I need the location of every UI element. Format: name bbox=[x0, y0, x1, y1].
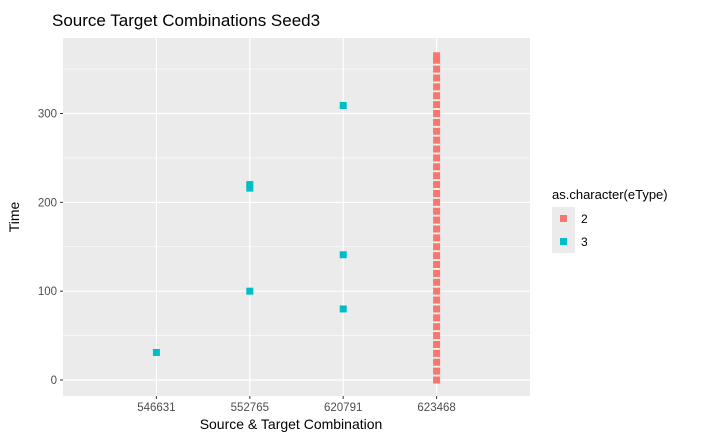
data-point bbox=[433, 198, 441, 206]
data-point bbox=[433, 101, 441, 109]
chart-title: Source Target Combinations Seed3 bbox=[52, 11, 320, 30]
y-axis-ticks: 0 100 200 300 bbox=[38, 109, 63, 387]
data-point bbox=[433, 163, 441, 171]
data-point bbox=[433, 376, 441, 384]
x-tick-label: 620791 bbox=[324, 402, 362, 414]
data-point bbox=[152, 348, 160, 356]
x-tick-label: 552765 bbox=[231, 402, 269, 414]
data-point bbox=[433, 305, 441, 313]
data-point bbox=[433, 145, 441, 153]
data-point bbox=[433, 296, 441, 304]
data-point bbox=[433, 269, 441, 277]
data-point bbox=[433, 118, 441, 126]
data-point bbox=[433, 340, 441, 348]
data-point bbox=[433, 358, 441, 366]
y-tick-label: 0 bbox=[51, 375, 57, 387]
y-tick-label: 200 bbox=[38, 197, 57, 209]
y-tick-label: 100 bbox=[38, 286, 57, 298]
y-tick-label: 300 bbox=[38, 109, 57, 121]
x-tick-label: 623468 bbox=[417, 402, 455, 414]
data-point bbox=[433, 216, 441, 224]
x-axis-title: Source & Target Combination bbox=[200, 416, 383, 432]
legend-key bbox=[560, 215, 567, 222]
data-point bbox=[433, 332, 441, 340]
data-point bbox=[433, 110, 441, 118]
data-points bbox=[152, 52, 441, 384]
data-point bbox=[339, 102, 347, 110]
data-point bbox=[339, 251, 347, 259]
data-point bbox=[433, 225, 441, 233]
x-axis-ticks: 546631 552765 620791 623468 bbox=[137, 396, 456, 414]
legend: as.character(eType) 2 3 bbox=[552, 187, 668, 253]
data-point bbox=[246, 181, 254, 189]
plot-panel bbox=[63, 38, 530, 396]
data-point bbox=[433, 314, 441, 322]
data-point bbox=[433, 56, 441, 64]
data-point bbox=[433, 252, 441, 260]
data-point bbox=[433, 154, 441, 162]
legend-label: 2 bbox=[581, 212, 588, 226]
data-point bbox=[433, 287, 441, 295]
data-point bbox=[433, 136, 441, 144]
data-point bbox=[433, 65, 441, 73]
legend-label: 3 bbox=[581, 235, 588, 249]
data-point bbox=[433, 234, 441, 242]
data-point bbox=[246, 287, 254, 295]
data-point bbox=[433, 52, 441, 60]
data-point bbox=[433, 181, 441, 189]
data-point bbox=[433, 189, 441, 197]
data-point bbox=[433, 207, 441, 215]
data-point bbox=[433, 261, 441, 269]
y-axis-title: Time bbox=[6, 201, 22, 232]
data-point bbox=[433, 83, 441, 91]
data-point bbox=[433, 127, 441, 135]
data-point bbox=[433, 243, 441, 251]
data-point bbox=[433, 323, 441, 331]
data-point bbox=[433, 349, 441, 357]
data-point bbox=[433, 92, 441, 100]
data-point bbox=[433, 367, 441, 375]
x-tick-label: 546631 bbox=[137, 402, 175, 414]
data-point bbox=[433, 74, 441, 82]
legend-key bbox=[560, 238, 567, 245]
data-point bbox=[339, 305, 347, 313]
data-point bbox=[246, 184, 254, 192]
legend-title: as.character(eType) bbox=[552, 187, 668, 202]
data-point bbox=[433, 278, 441, 286]
data-point bbox=[433, 172, 441, 180]
